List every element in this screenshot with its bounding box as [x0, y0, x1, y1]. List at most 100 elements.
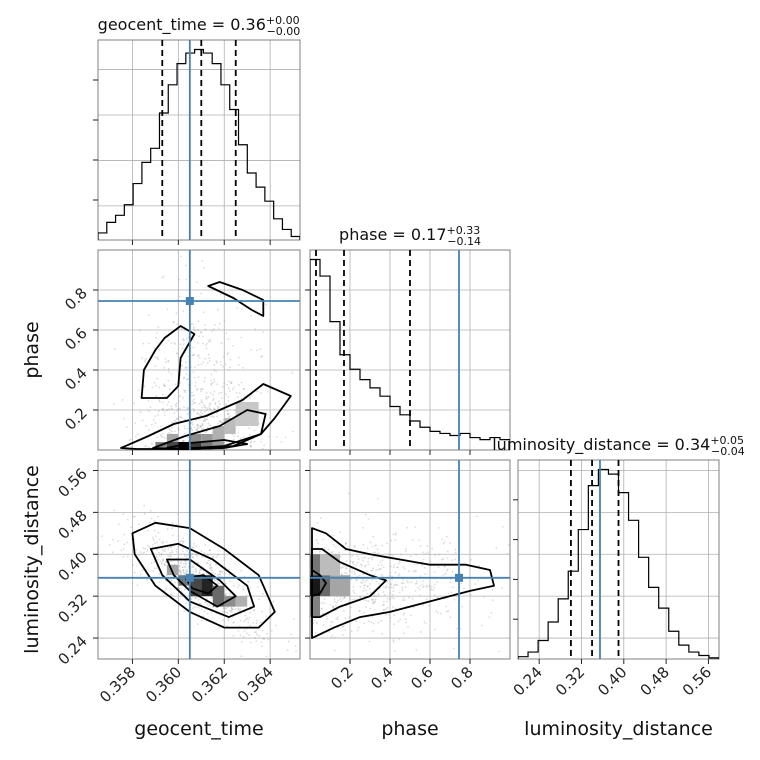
- panel-phase_vs_geocent_time-dot: [183, 406, 185, 409]
- panel-luminosity_distance_vs_geocent_time-dot: [210, 567, 213, 569]
- panel-luminosity_distance_vs_phase-dot: [408, 596, 410, 599]
- panel-phase_vs_geocent_time-dot: [151, 386, 154, 389]
- panel-luminosity_distance_vs_phase-dot: [320, 517, 322, 519]
- panel-luminosity_distance_vs_phase-dot: [328, 631, 331, 633]
- panel-luminosity_distance_vs_phase-dot: [428, 604, 431, 607]
- panel-luminosity_distance_vs_phase-dot: [385, 542, 388, 545]
- panel-luminosity_distance_vs_phase-dot: [355, 578, 357, 581]
- panel-luminosity_distance_vs_geocent_time-dot: [159, 555, 161, 557]
- hist-geocent_time-axes: [97, 39, 301, 241]
- panel-phase_vs_geocent_time-dot: [209, 403, 211, 405]
- panel-phase_vs_geocent_time-dot: [191, 423, 194, 426]
- panel-luminosity_distance_vs_geocent_time-dot: [212, 555, 215, 558]
- panel-luminosity_distance_vs_geocent_time-dot: [242, 585, 245, 587]
- panel-luminosity_distance_vs_geocent_time-dot: [263, 638, 265, 641]
- panel-phase_vs_geocent_time-dot: [206, 361, 209, 364]
- panel-luminosity_distance_vs_phase-dot: [410, 614, 413, 617]
- panel-luminosity_distance_vs_geocent_time-dot: [195, 553, 198, 556]
- panel-luminosity_distance_vs_geocent_time-dot: [290, 633, 292, 636]
- panel-phase_vs_geocent_time-dot: [175, 420, 177, 423]
- panel-luminosity_distance_vs_phase-dot: [352, 585, 355, 588]
- panel-phase_vs_geocent_time-dot: [199, 331, 202, 333]
- panel-phase_vs_geocent_time-dot: [137, 433, 139, 436]
- panel-phase_vs_geocent_time-dot: [186, 337, 188, 340]
- panel-phase_vs_geocent_time-dot: [180, 365, 183, 367]
- panel-luminosity_distance_vs_phase-dot: [502, 525, 504, 528]
- panel-luminosity_distance_vs_geocent_time-dot: [191, 552, 193, 555]
- panel-luminosity_distance_vs_geocent_time-dot: [158, 581, 161, 583]
- panel-luminosity_distance_vs_geocent_time-dot: [191, 565, 194, 568]
- panel-luminosity_distance_vs_geocent_time-dot: [146, 568, 149, 571]
- panel-phase_vs_geocent_time-dot: [170, 373, 173, 375]
- panel-phase_vs_geocent_time-dot: [202, 420, 205, 422]
- panel-luminosity_distance_vs_phase-dot: [351, 570, 354, 573]
- panel-luminosity_distance_vs_phase-dot: [454, 558, 456, 561]
- panel-phase_vs_geocent_time-dot: [168, 427, 171, 430]
- panel-luminosity_distance_vs_phase-dot: [401, 582, 403, 585]
- panel-luminosity_distance_vs_geocent_time-dot: [275, 624, 277, 627]
- panel-luminosity_distance_vs_geocent_time-dot: [171, 551, 174, 554]
- panel-phase_vs_geocent_time-dot: [164, 395, 167, 398]
- panel-phase_vs_geocent_time-dot: [242, 436, 245, 438]
- panel-phase_vs_geocent_time-dot: [192, 407, 195, 410]
- panel-phase_vs_geocent_time-dot: [207, 353, 210, 356]
- panel-phase_vs_geocent_time-dot: [156, 377, 159, 380]
- panel-luminosity_distance_vs_phase-dot: [412, 570, 415, 573]
- panel-luminosity_distance_vs_geocent_time-dot: [111, 538, 114, 541]
- panel-phase_vs_geocent_time-dot: [186, 367, 189, 369]
- panel-luminosity_distance_vs_geocent_time-dot: [221, 610, 224, 613]
- panel-phase_vs_geocent_time-dot: [242, 388, 245, 391]
- xlabel-geocent_time: geocent_time: [134, 718, 263, 740]
- panel-luminosity_distance_vs_phase-dot: [340, 572, 343, 575]
- panel-luminosity_distance_vs_phase-dot: [385, 600, 388, 603]
- panel-luminosity_distance_vs_phase-dot: [336, 618, 339, 620]
- panel-phase_vs_geocent_time-dot: [193, 398, 196, 401]
- panel-luminosity_distance_vs_geocent_time-contour-0: [131, 521, 276, 629]
- panel-luminosity_distance_vs_geocent_time-dot: [223, 611, 226, 614]
- panel-luminosity_distance_vs_geocent_time-dot: [179, 569, 182, 572]
- panel-luminosity_distance_vs_geocent_time-dot: [153, 519, 156, 522]
- panel-phase_vs_geocent_time-dot: [181, 347, 184, 350]
- panel-luminosity_distance_vs_phase-dot: [372, 595, 375, 598]
- panel-luminosity_distance_vs_geocent_time-dot: [192, 556, 194, 558]
- panel-luminosity_distance_vs_phase-dot: [373, 573, 376, 576]
- panel-luminosity_distance_vs_geocent_time-dot: [170, 579, 173, 581]
- panel-phase_vs_geocent_time-dot: [197, 320, 200, 323]
- panel-luminosity_distance_vs_geocent_time-dot: [139, 573, 142, 576]
- panel-phase_vs_geocent_time-dot: [169, 388, 171, 391]
- panel-luminosity_distance_vs_phase-dot: [356, 555, 359, 558]
- panel-luminosity_distance_vs_geocent_time-dot: [183, 553, 186, 556]
- panel-luminosity_distance_vs_phase-dot: [364, 584, 366, 587]
- panel-phase_vs_geocent_time-dot: [178, 278, 181, 281]
- panel-luminosity_distance_vs_phase-dot: [390, 539, 393, 542]
- panel-phase_vs_geocent_time-dot: [275, 436, 278, 438]
- panel-phase_vs_geocent_time-dot: [193, 401, 196, 404]
- panel-phase_vs_geocent_time-dot: [202, 335, 204, 338]
- panel-luminosity_distance_vs_geocent_time-dot: [200, 569, 202, 572]
- panel-luminosity_distance_vs_geocent_time-dot: [212, 571, 214, 574]
- panel-luminosity_distance_vs_phase-dot: [426, 545, 429, 547]
- panel-phase_vs_geocent_time-dot: [159, 400, 161, 403]
- panel-phase_vs_geocent_time-dot: [241, 366, 244, 369]
- panel-luminosity_distance_vs_geocent_time-dot: [182, 537, 185, 540]
- panel-luminosity_distance_vs_phase-dot: [451, 559, 453, 562]
- panel-phase_vs_geocent_time-dot: [204, 344, 207, 347]
- panel-luminosity_distance_vs_phase-dot: [413, 563, 416, 566]
- xtick-label-luminosity_distance-2: 0.40: [594, 663, 630, 699]
- panel-luminosity_distance_vs_geocent_time-dot: [267, 638, 270, 641]
- panel-luminosity_distance_vs_phase-dot: [314, 632, 317, 634]
- panel-phase_vs_geocent_time-dot: [129, 438, 132, 441]
- panel-luminosity_distance_vs_geocent_time-dot: [254, 637, 257, 640]
- panel-luminosity_distance_vs_phase-dot: [382, 609, 385, 611]
- panel-luminosity_distance_vs_phase-dot: [391, 578, 393, 581]
- panel-luminosity_distance_vs_geocent_time-dot: [178, 588, 181, 590]
- panel-phase_vs_geocent_time-dot: [233, 386, 236, 389]
- panel-phase_vs_geocent_time-dot: [205, 409, 208, 411]
- panel-phase_vs_geocent_time-dot: [193, 353, 196, 356]
- panel-luminosity_distance_vs_phase-dot: [433, 583, 436, 586]
- panel-luminosity_distance_vs_phase-dot: [463, 587, 465, 590]
- panel-luminosity_distance_vs_geocent_time-density-0: [178, 575, 190, 586]
- panel-phase_vs_geocent_time-density-4: [201, 442, 213, 450]
- panel-luminosity_distance_vs_geocent_time-dot: [229, 580, 231, 583]
- panel-phase_vs_geocent_time-dot: [249, 396, 251, 399]
